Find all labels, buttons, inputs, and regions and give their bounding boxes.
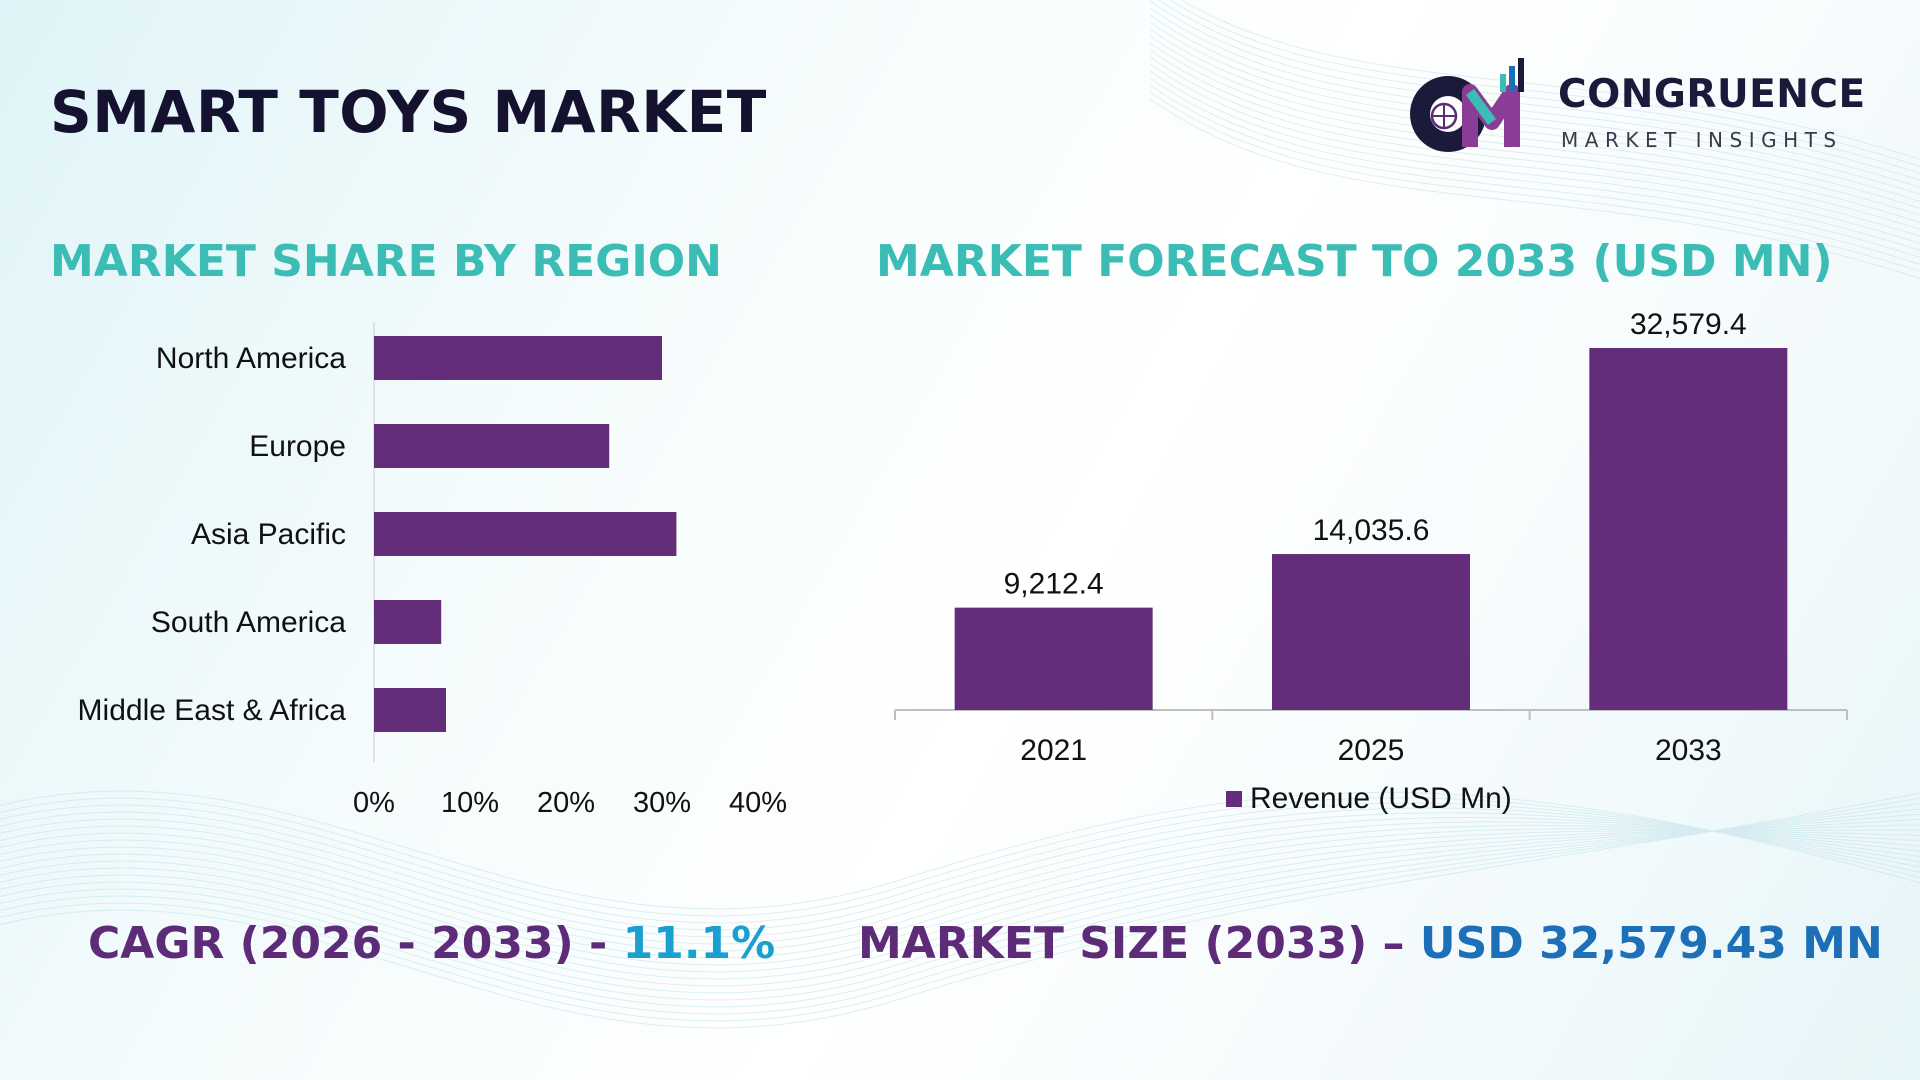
region-x-tick-label: 10% [441, 787, 499, 819]
logo-tagline: MARKET INSIGHTS [1561, 128, 1843, 152]
forecast-chart-title: MARKET FORECAST TO 2033 (USD MN) [876, 236, 1833, 287]
cagr-summary: CAGR (2026 - 2033) - 11.1% [88, 918, 775, 969]
forecast-x-tick-label: 2021 [1020, 734, 1087, 767]
region-category-label: Europe [249, 430, 346, 463]
region-bar [374, 336, 662, 380]
forecast-bar [954, 607, 1153, 710]
logo-mark-icon [1410, 58, 1524, 152]
company-logo: CONGRUENCE MARKET INSIGHTS [1400, 52, 1880, 162]
forecast-data-label: 9,212.4 [1004, 568, 1104, 601]
forecast-bar [1272, 554, 1470, 710]
legend-label: Revenue (USD Mn) [1250, 782, 1512, 815]
forecast-data-label: 14,035.6 [1313, 514, 1430, 547]
region-bar [374, 424, 610, 468]
region-category-label: Asia Pacific [191, 518, 346, 551]
region-x-tick-label: 20% [537, 787, 595, 819]
legend-swatch [1226, 791, 1242, 807]
cagr-value: 11.1% [622, 918, 776, 969]
region-category-label: North America [156, 342, 346, 375]
market-size-label: MARKET SIZE (2033) – [858, 918, 1420, 969]
market-size-summary: MARKET SIZE (2033) – USD 32,579.43 MN [858, 918, 1883, 969]
region-category-label: Middle East & Africa [78, 694, 347, 727]
region-bar [374, 688, 446, 732]
forecast-x-tick-label: 2033 [1655, 734, 1722, 767]
cagr-label: CAGR (2026 - 2033) - [88, 918, 623, 969]
forecast-x-tick-label: 2025 [1338, 734, 1405, 767]
logo-name: CONGRUENCE [1558, 72, 1866, 117]
region-chart-title: MARKET SHARE BY REGION [50, 236, 722, 287]
region-bar [374, 600, 442, 644]
forecast-data-label: 32,579.4 [1630, 308, 1747, 341]
market-size-value: USD 32,579.43 MN [1419, 918, 1883, 969]
page-title: SMART TOYS MARKET [50, 78, 767, 146]
region-bar [374, 512, 677, 556]
region-x-tick-label: 40% [729, 787, 787, 819]
region-x-tick-label: 0% [353, 787, 395, 819]
forecast-bar [1589, 348, 1788, 710]
region-category-label: South America [151, 606, 346, 639]
region-x-tick-label: 30% [633, 787, 691, 819]
